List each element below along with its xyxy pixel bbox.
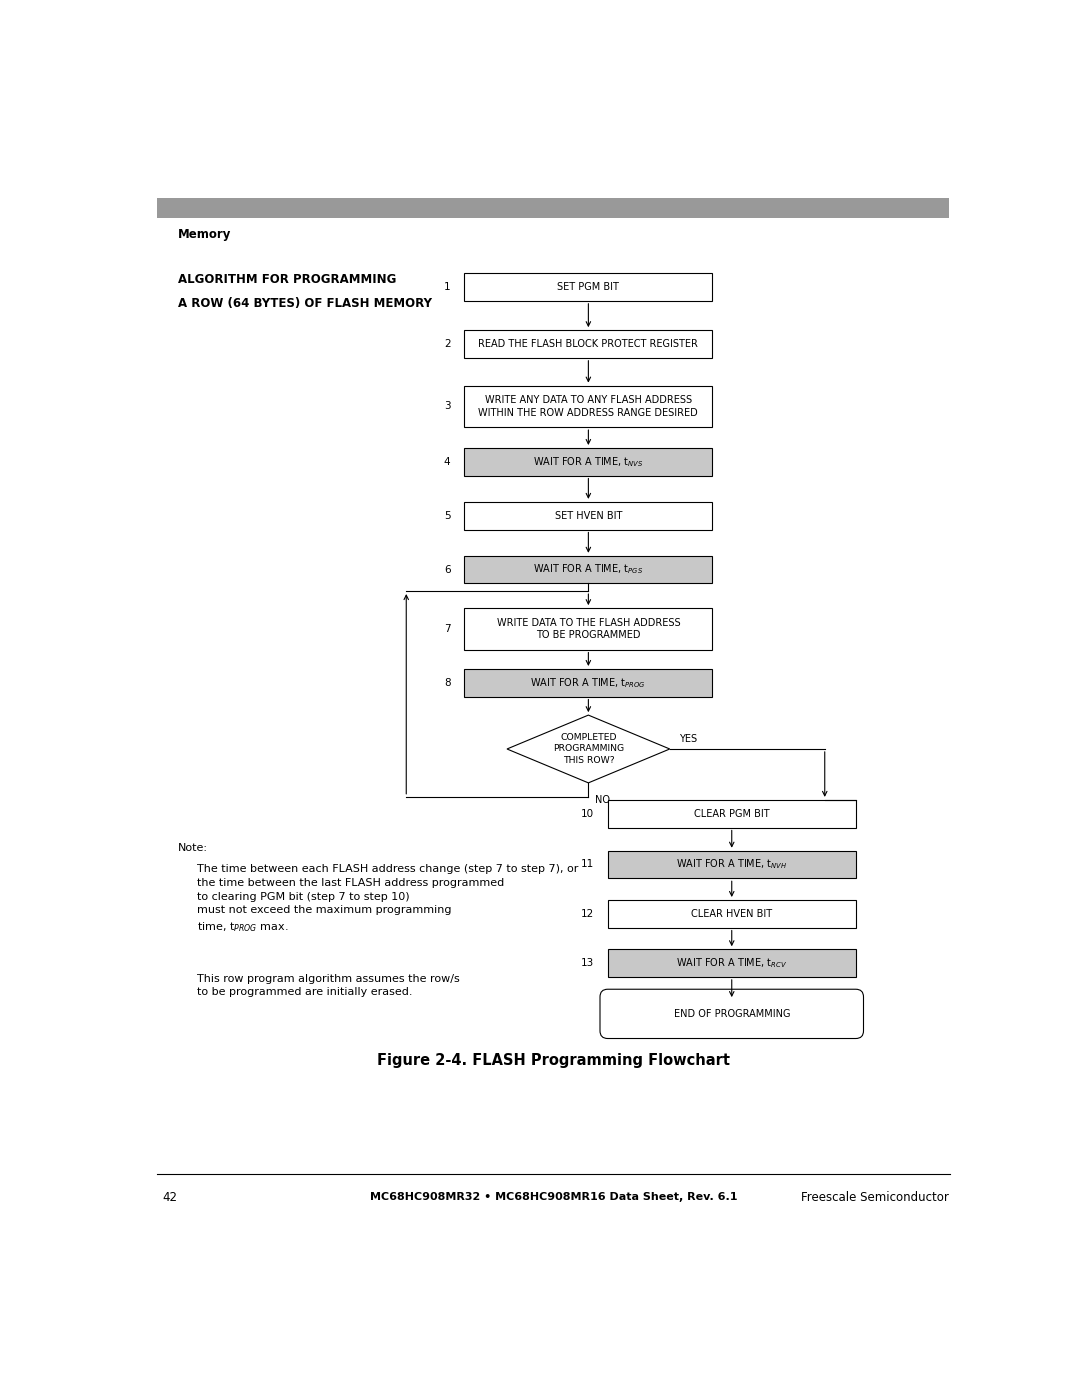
Text: WAIT FOR A TIME, t$_{RCV}$: WAIT FOR A TIME, t$_{RCV}$ [676,956,787,970]
Text: Freescale Semiconductor: Freescale Semiconductor [801,1190,948,1204]
Text: WAIT FOR A TIME, t$_{NVS}$: WAIT FOR A TIME, t$_{NVS}$ [534,455,644,468]
FancyBboxPatch shape [464,448,713,475]
Text: A ROW (64 BYTES) OF FLASH MEMORY: A ROW (64 BYTES) OF FLASH MEMORY [177,298,432,310]
Text: WRITE DATA TO THE FLASH ADDRESS
TO BE PROGRAMMED: WRITE DATA TO THE FLASH ADDRESS TO BE PR… [497,617,680,640]
FancyBboxPatch shape [464,274,713,300]
FancyBboxPatch shape [608,949,855,977]
Text: This row program algorithm assumes the row/s
to be programmed are initially eras: This row program algorithm assumes the r… [197,974,460,997]
FancyBboxPatch shape [464,386,713,427]
Text: 7: 7 [444,624,450,634]
Text: WAIT FOR A TIME, t$_{NVH}$: WAIT FOR A TIME, t$_{NVH}$ [676,858,787,872]
Text: SET HVEN BIT: SET HVEN BIT [555,511,622,521]
Text: Note:: Note: [177,842,207,854]
Text: CLEAR PGM BIT: CLEAR PGM BIT [694,809,770,819]
Text: MC68HC908MR32 • MC68HC908MR16 Data Sheet, Rev. 6.1: MC68HC908MR32 • MC68HC908MR16 Data Sheet… [369,1192,738,1203]
FancyBboxPatch shape [608,851,855,879]
FancyBboxPatch shape [157,197,948,218]
Text: WRITE ANY DATA TO ANY FLASH ADDRESS
WITHIN THE ROW ADDRESS RANGE DESIRED: WRITE ANY DATA TO ANY FLASH ADDRESS WITH… [478,395,699,418]
Text: ALGORITHM FOR PROGRAMMING: ALGORITHM FOR PROGRAMMING [177,272,396,286]
Text: The time between each FLASH address change (step 7 to step 7), or
the time betwe: The time between each FLASH address chan… [197,865,579,933]
FancyBboxPatch shape [464,502,713,529]
FancyBboxPatch shape [600,989,864,1038]
Text: WAIT FOR A TIME, t$_{PROG}$: WAIT FOR A TIME, t$_{PROG}$ [530,676,646,690]
FancyBboxPatch shape [608,900,855,928]
Text: 5: 5 [444,511,450,521]
Text: 1: 1 [444,282,450,292]
Text: 8: 8 [444,678,450,687]
Text: END OF PROGRAMMING: END OF PROGRAMMING [674,1009,789,1018]
Text: Memory: Memory [177,228,231,242]
Text: Figure 2-4. FLASH Programming Flowchart: Figure 2-4. FLASH Programming Flowchart [377,1052,730,1067]
Text: 13: 13 [581,958,594,968]
Text: 4: 4 [444,457,450,467]
Text: CLEAR HVEN BIT: CLEAR HVEN BIT [691,909,772,919]
FancyBboxPatch shape [464,330,713,358]
FancyBboxPatch shape [608,800,855,827]
Text: 10: 10 [581,809,594,819]
Text: 42: 42 [162,1190,177,1204]
Polygon shape [507,715,670,782]
Text: 6: 6 [444,564,450,574]
FancyBboxPatch shape [464,608,713,650]
FancyBboxPatch shape [464,669,713,697]
FancyBboxPatch shape [464,556,713,584]
Text: READ THE FLASH BLOCK PROTECT REGISTER: READ THE FLASH BLOCK PROTECT REGISTER [478,339,699,349]
Text: SET PGM BIT: SET PGM BIT [557,282,619,292]
Text: COMPLETED
PROGRAMMING
THIS ROW?: COMPLETED PROGRAMMING THIS ROW? [553,733,624,764]
Text: 12: 12 [581,909,594,919]
Text: 3: 3 [444,401,450,411]
Text: WAIT FOR A TIME, t$_{PGS}$: WAIT FOR A TIME, t$_{PGS}$ [534,563,644,577]
Text: 11: 11 [581,859,594,869]
Text: 2: 2 [444,339,450,349]
Text: YES: YES [679,735,698,745]
Text: NO: NO [595,795,609,805]
